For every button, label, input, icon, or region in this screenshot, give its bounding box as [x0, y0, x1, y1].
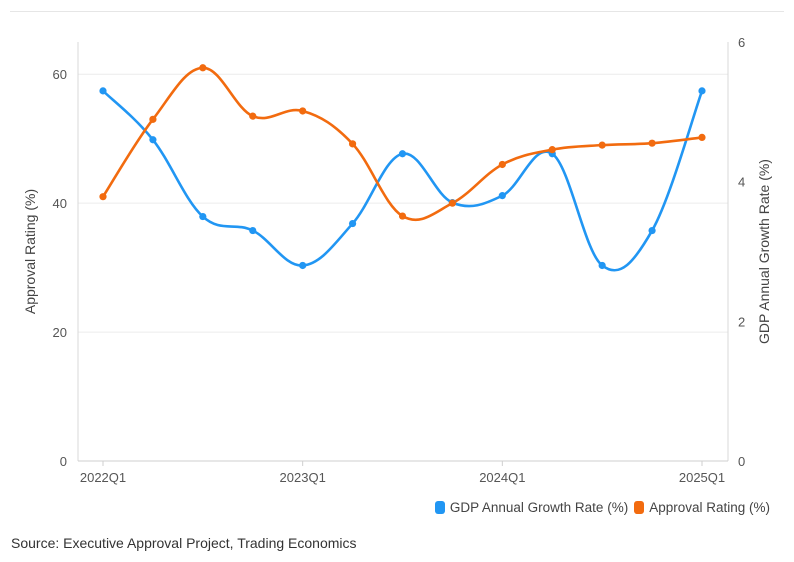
legend-item-gdp[interactable]: GDP Annual Growth Rate (%) — [434, 500, 629, 515]
data-point-0[interactable] — [249, 226, 257, 235]
data-point-0[interactable] — [149, 136, 157, 144]
data-point-0[interactable] — [99, 87, 107, 95]
legend-swatch-gdp — [434, 501, 445, 514]
data-point-1[interactable] — [498, 160, 506, 169]
data-point-1[interactable] — [598, 141, 606, 149]
data-point-1[interactable] — [548, 146, 556, 154]
legend-label-gdp: GDP Annual Growth Rate (%) — [449, 500, 629, 515]
legend-label-approval: Approval Rating (%) — [649, 500, 770, 515]
data-point-0[interactable] — [598, 261, 606, 270]
x-tick-label: 2022Q1 — [80, 470, 126, 485]
left-tick-label: 20 — [53, 325, 67, 340]
data-point-1[interactable] — [99, 193, 107, 201]
legend: GDP Annual Growth Rate (%) Approval Rati… — [434, 500, 770, 515]
data-point-0[interactable] — [348, 219, 357, 228]
series-line-0 — [101, 89, 704, 272]
left-tick-label: 40 — [53, 196, 67, 211]
axes — [77, 42, 729, 466]
right-tick-label: 4 — [738, 175, 745, 190]
data-point-0[interactable] — [648, 226, 656, 235]
data-point-1[interactable] — [348, 140, 357, 148]
series-line-1 — [101, 66, 704, 222]
right-tick-label: 6 — [738, 35, 745, 50]
data-point-1[interactable] — [299, 107, 307, 115]
data-point-0[interactable] — [299, 261, 307, 270]
data-point-0[interactable] — [398, 150, 407, 158]
dual-axis-line-chart: 0 20 40 60 0 2 4 6 2022Q1 2023Q1 2024Q1 2025Q1 Appro… — [22, 35, 772, 485]
top-divider — [10, 11, 784, 12]
left-tick-label: 60 — [53, 67, 67, 82]
legend-item-approval[interactable]: Approval Rating (%) — [634, 500, 770, 515]
right-tick-label: 0 — [738, 454, 745, 469]
x-tick-label: 2025Q1 — [679, 470, 725, 485]
data-point-1[interactable] — [199, 64, 207, 72]
data-point-0[interactable] — [199, 212, 207, 221]
series-points — [99, 64, 706, 270]
data-point-0[interactable] — [698, 87, 706, 95]
source-note: Source: Executive Approval Project, Trad… — [11, 535, 357, 551]
data-point-1[interactable] — [648, 139, 656, 147]
left-tick-label: 0 — [60, 454, 67, 469]
legend-swatch-approval — [634, 501, 645, 514]
axis-labels: 0 20 40 60 0 2 4 6 2022Q1 2023Q1 2024Q1 2025Q1 Appro… — [22, 35, 772, 485]
gridlines — [78, 73, 728, 333]
x-tick-label: 2024Q1 — [479, 470, 525, 485]
data-point-0[interactable] — [498, 192, 506, 200]
left-axis-title: Approval Rating (%) — [22, 189, 38, 314]
series-lines — [101, 66, 704, 272]
data-point-1[interactable] — [149, 115, 157, 123]
data-point-1[interactable] — [398, 212, 407, 220]
right-tick-label: 2 — [738, 314, 745, 329]
data-point-1[interactable] — [698, 133, 706, 142]
right-axis-title: GDP Annual Growth Rate (%) — [756, 159, 772, 344]
data-point-1[interactable] — [448, 199, 457, 207]
data-point-1[interactable] — [249, 112, 257, 120]
x-tick-label: 2023Q1 — [280, 470, 326, 485]
